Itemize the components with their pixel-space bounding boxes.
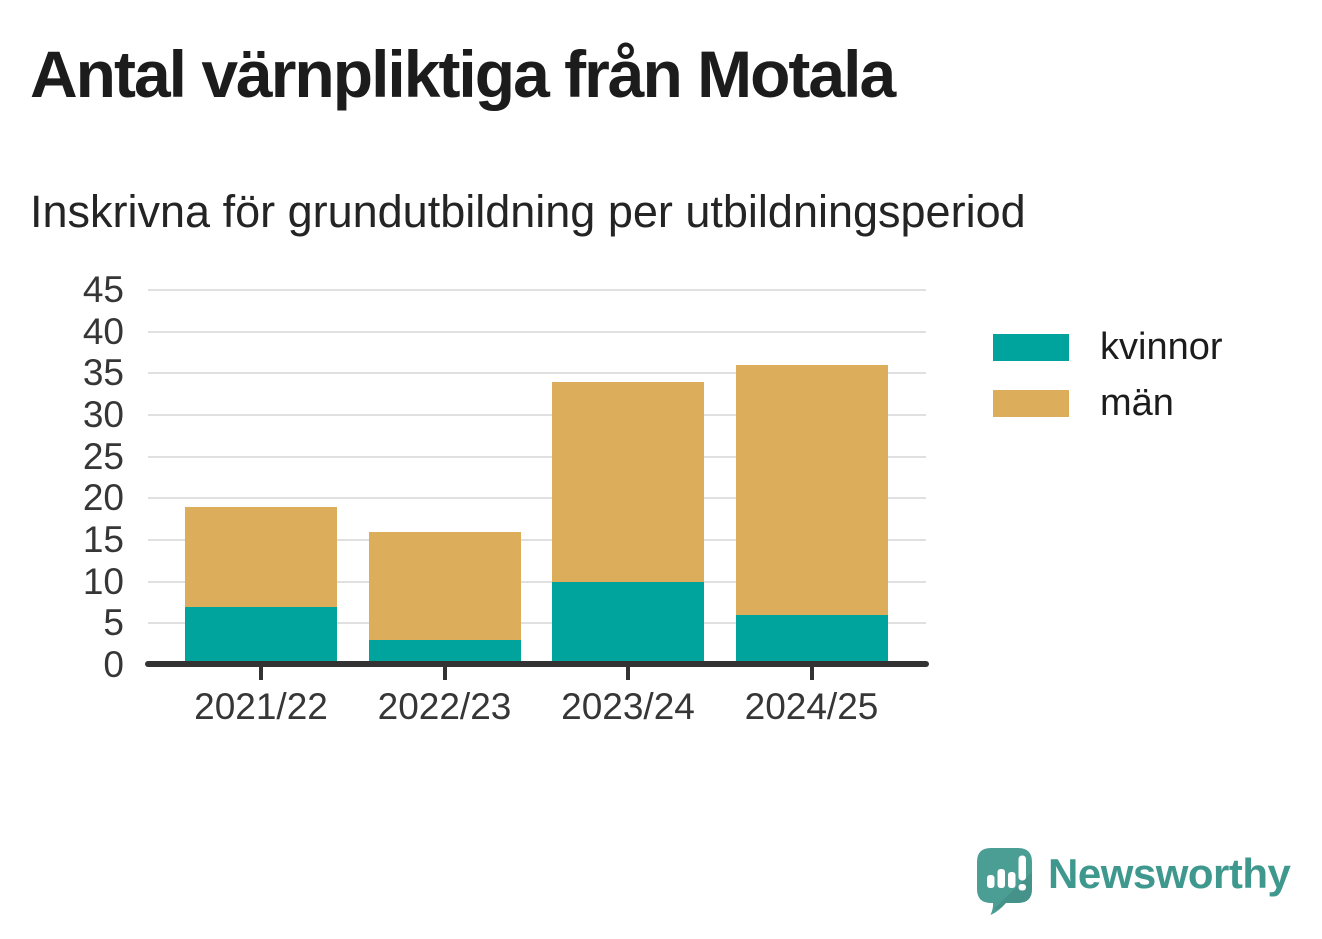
legend-label: män bbox=[1100, 382, 1174, 424]
chart-title: Antal värnpliktiga från Motala bbox=[30, 37, 896, 111]
x-tick-label-2023/24: 2023/24 bbox=[561, 686, 695, 727]
bar-2024/25 bbox=[735, 365, 888, 665]
bar-segment-2022/23-kvinnor bbox=[368, 640, 521, 665]
gridline-y-35 bbox=[148, 372, 926, 375]
legend-item-kvinnor: kvinnor bbox=[993, 326, 1223, 368]
bar-segment-2023/24-män bbox=[552, 381, 704, 582]
x-tick-2021/22 bbox=[259, 667, 263, 680]
chart-subtitle: Inskrivna för grundutbildning per utbild… bbox=[30, 186, 1026, 237]
y-tick-label-20: 20 bbox=[82, 477, 124, 519]
gridline-y-10 bbox=[148, 580, 926, 583]
newsworthy-logo: Newsworthy bbox=[977, 848, 1291, 915]
gridline-y-45 bbox=[148, 289, 926, 291]
bar-segment-2024/25-män bbox=[735, 365, 888, 615]
gridline-y-20 bbox=[148, 497, 926, 500]
brand-name: Newsworthy bbox=[1048, 850, 1291, 897]
y-tick-label-25: 25 bbox=[82, 435, 124, 477]
x-tick-label-2022/23: 2022/23 bbox=[377, 686, 512, 727]
bar-segment-2022/23-män bbox=[368, 531, 521, 640]
x-tick-label-2024/25: 2024/25 bbox=[744, 686, 879, 727]
gridline-y-25 bbox=[148, 455, 926, 458]
y-tick-label-35: 35 bbox=[82, 352, 124, 394]
x-axis-line bbox=[145, 661, 929, 667]
bar-segment-2021/22-män bbox=[185, 506, 337, 607]
gridline-y-40 bbox=[148, 330, 926, 333]
y-tick-label-10: 10 bbox=[82, 560, 124, 602]
gridline-y-5 bbox=[148, 622, 926, 625]
gridline-y-15 bbox=[148, 539, 926, 541]
y-tick-label-45: 45 bbox=[82, 269, 124, 310]
y-tick-label-5: 5 bbox=[103, 602, 124, 644]
legend-label: kvinnor bbox=[1100, 326, 1223, 368]
bar-segment-2021/22-kvinnor bbox=[185, 606, 337, 665]
bar-2021/22 bbox=[185, 506, 337, 665]
y-tick-label-15: 15 bbox=[82, 519, 124, 560]
x-tick-label-2021/22: 2021/22 bbox=[194, 686, 328, 727]
x-tick-2024/25 bbox=[809, 667, 814, 680]
x-tick-2022/23 bbox=[442, 667, 447, 680]
bar-2023/24 bbox=[552, 381, 704, 665]
bar-2022/23 bbox=[368, 531, 521, 665]
y-tick-label-0: 0 bbox=[103, 644, 124, 685]
gridline-y-30 bbox=[148, 414, 926, 416]
speech-bubble-chart-icon bbox=[977, 848, 1032, 915]
y-tick-label-40: 40 bbox=[82, 310, 124, 352]
legend-swatch-kvinnor bbox=[993, 334, 1069, 361]
x-tick-2023/24 bbox=[626, 667, 630, 680]
y-tick-label-30: 30 bbox=[82, 394, 124, 435]
legend-swatch-män bbox=[993, 390, 1069, 417]
plot-area bbox=[148, 289, 926, 665]
chart-legend: kvinnor män bbox=[993, 326, 1223, 424]
bar-segment-2024/25-kvinnor bbox=[735, 615, 888, 665]
legend-item-män: män bbox=[993, 382, 1223, 424]
bar-segment-2023/24-kvinnor bbox=[552, 581, 704, 665]
